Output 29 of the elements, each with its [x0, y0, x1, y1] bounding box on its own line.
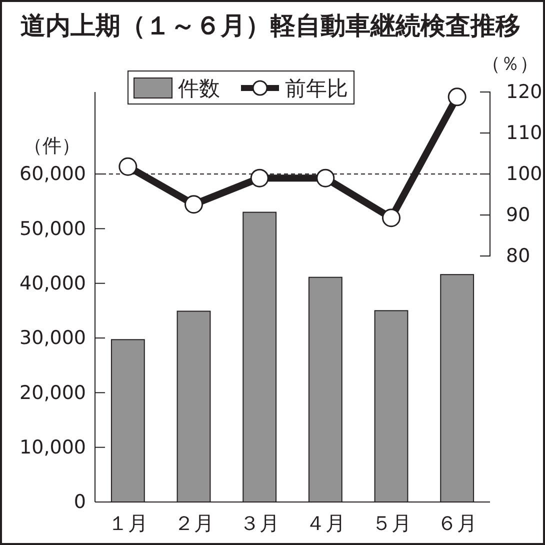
x-tick-label: ５月	[371, 511, 412, 535]
y-tick-label: 50,000	[20, 218, 86, 240]
y2-tick-label: 110	[506, 122, 542, 144]
y2-tick-label: 120	[506, 81, 542, 104]
point	[250, 168, 269, 188]
y2-axis-title: （％）	[482, 53, 538, 75]
y-tick-label: 30,000	[20, 327, 86, 350]
y2-tick-label: 90	[506, 204, 530, 226]
point	[118, 157, 138, 176]
legend-label: 件数	[178, 76, 220, 100]
chart-title: 道内上期（１～６月）軽自動車継続検査推移	[20, 11, 520, 40]
y-tick-label: 60,000	[20, 163, 86, 186]
x-tick-label: １月	[108, 511, 148, 535]
point	[184, 195, 203, 214]
y-tick-label: 0	[74, 491, 86, 514]
y2-tick-label: 80	[506, 245, 530, 268]
legend-label: 前年比	[285, 76, 348, 100]
point	[382, 208, 400, 228]
y-tick-label: 40,000	[20, 272, 86, 294]
x-tick-label: ６月	[437, 511, 478, 535]
point	[316, 168, 335, 188]
y-axis-title: （件）	[24, 135, 80, 157]
y2-tick-label: 100	[506, 163, 542, 186]
y-tick-label: 10,000	[20, 436, 86, 458]
x-tick-label: ２月	[174, 511, 214, 535]
point	[448, 88, 466, 106]
x-tick-label: ４月	[305, 511, 346, 535]
x-tick-label: ３月	[240, 511, 280, 535]
y-tick-label: 20,000	[20, 382, 86, 404]
